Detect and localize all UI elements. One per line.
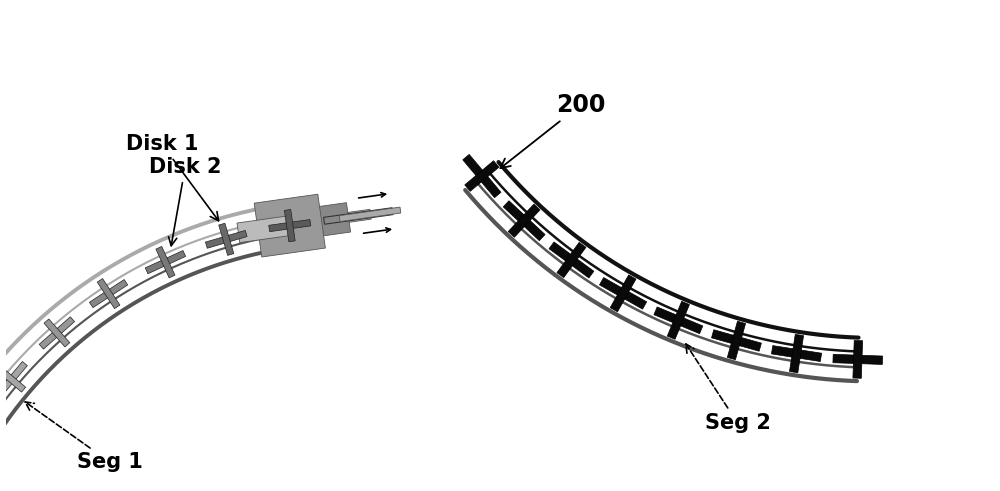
Polygon shape (339, 207, 401, 221)
Polygon shape (0, 361, 27, 397)
Polygon shape (508, 204, 540, 237)
Polygon shape (610, 275, 636, 312)
Polygon shape (324, 208, 393, 224)
Polygon shape (269, 219, 311, 232)
Polygon shape (667, 301, 689, 339)
Polygon shape (97, 278, 120, 308)
Polygon shape (833, 355, 883, 364)
Polygon shape (727, 321, 746, 360)
Polygon shape (789, 334, 804, 373)
Polygon shape (503, 201, 545, 241)
Text: Seg 2: Seg 2 (686, 344, 771, 433)
Polygon shape (316, 209, 371, 227)
Polygon shape (771, 346, 822, 361)
Polygon shape (654, 307, 703, 334)
Text: Disk 2: Disk 2 (149, 157, 221, 246)
Polygon shape (205, 230, 247, 248)
Polygon shape (39, 317, 75, 349)
Polygon shape (853, 340, 863, 378)
Polygon shape (284, 210, 295, 242)
Polygon shape (156, 246, 175, 278)
Polygon shape (557, 243, 586, 277)
Polygon shape (712, 330, 761, 351)
Text: Seg 1: Seg 1 (25, 402, 143, 472)
Polygon shape (44, 319, 70, 347)
Polygon shape (254, 194, 325, 257)
Polygon shape (219, 223, 234, 255)
Polygon shape (463, 154, 501, 198)
Polygon shape (600, 277, 647, 309)
Polygon shape (89, 279, 128, 308)
Text: 100: 100 (0, 490, 1, 491)
Polygon shape (288, 203, 351, 240)
Polygon shape (549, 242, 594, 278)
Polygon shape (465, 161, 499, 191)
Polygon shape (0, 367, 26, 392)
Text: 200: 200 (500, 93, 605, 168)
Polygon shape (237, 216, 294, 243)
Text: Disk 1: Disk 1 (126, 135, 219, 221)
Polygon shape (145, 250, 186, 274)
